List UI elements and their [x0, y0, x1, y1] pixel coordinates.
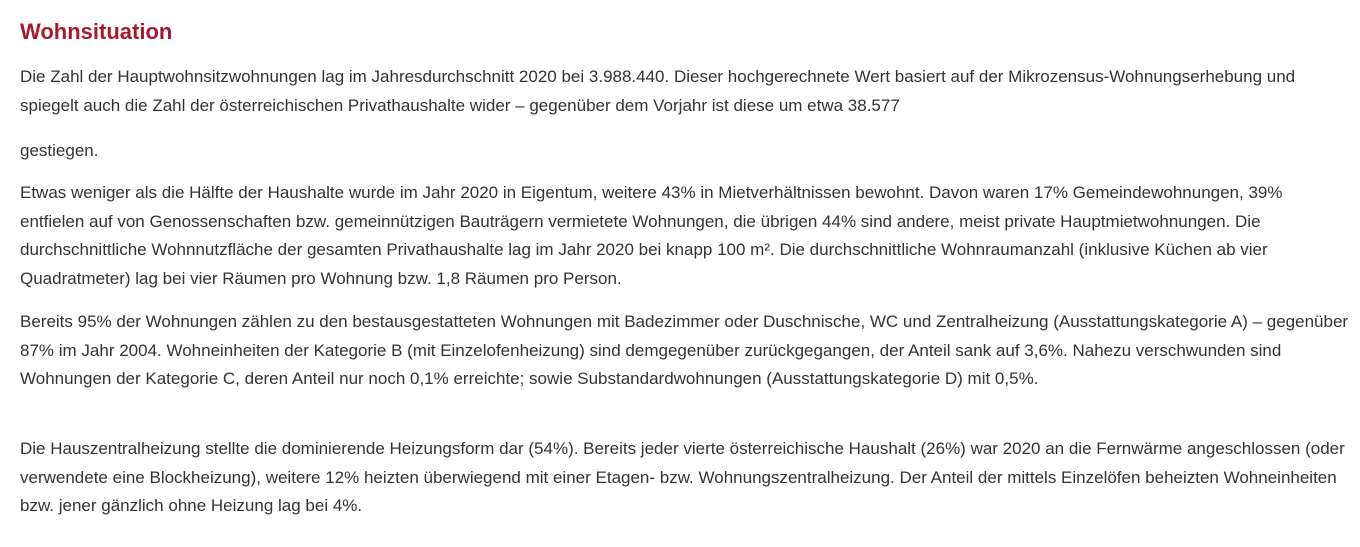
paragraph-main-dwellings: Die Zahl der Hauptwohnsitzwohnungen lag … — [20, 67, 1296, 115]
paragraph-tenure: Etwas weniger als die Hälfte der Haushal… — [20, 183, 1283, 288]
paragraph-heating: Die Hauszentralheizung stellte die domin… — [20, 439, 1345, 515]
paragraph-equipment-category: Bereits 95% der Wohnungen zählen zu den … — [20, 312, 1349, 388]
paragraph-main-dwellings-continued: gestiegen. — [20, 141, 99, 160]
section-heading: Wohnsituation — [20, 19, 173, 44]
